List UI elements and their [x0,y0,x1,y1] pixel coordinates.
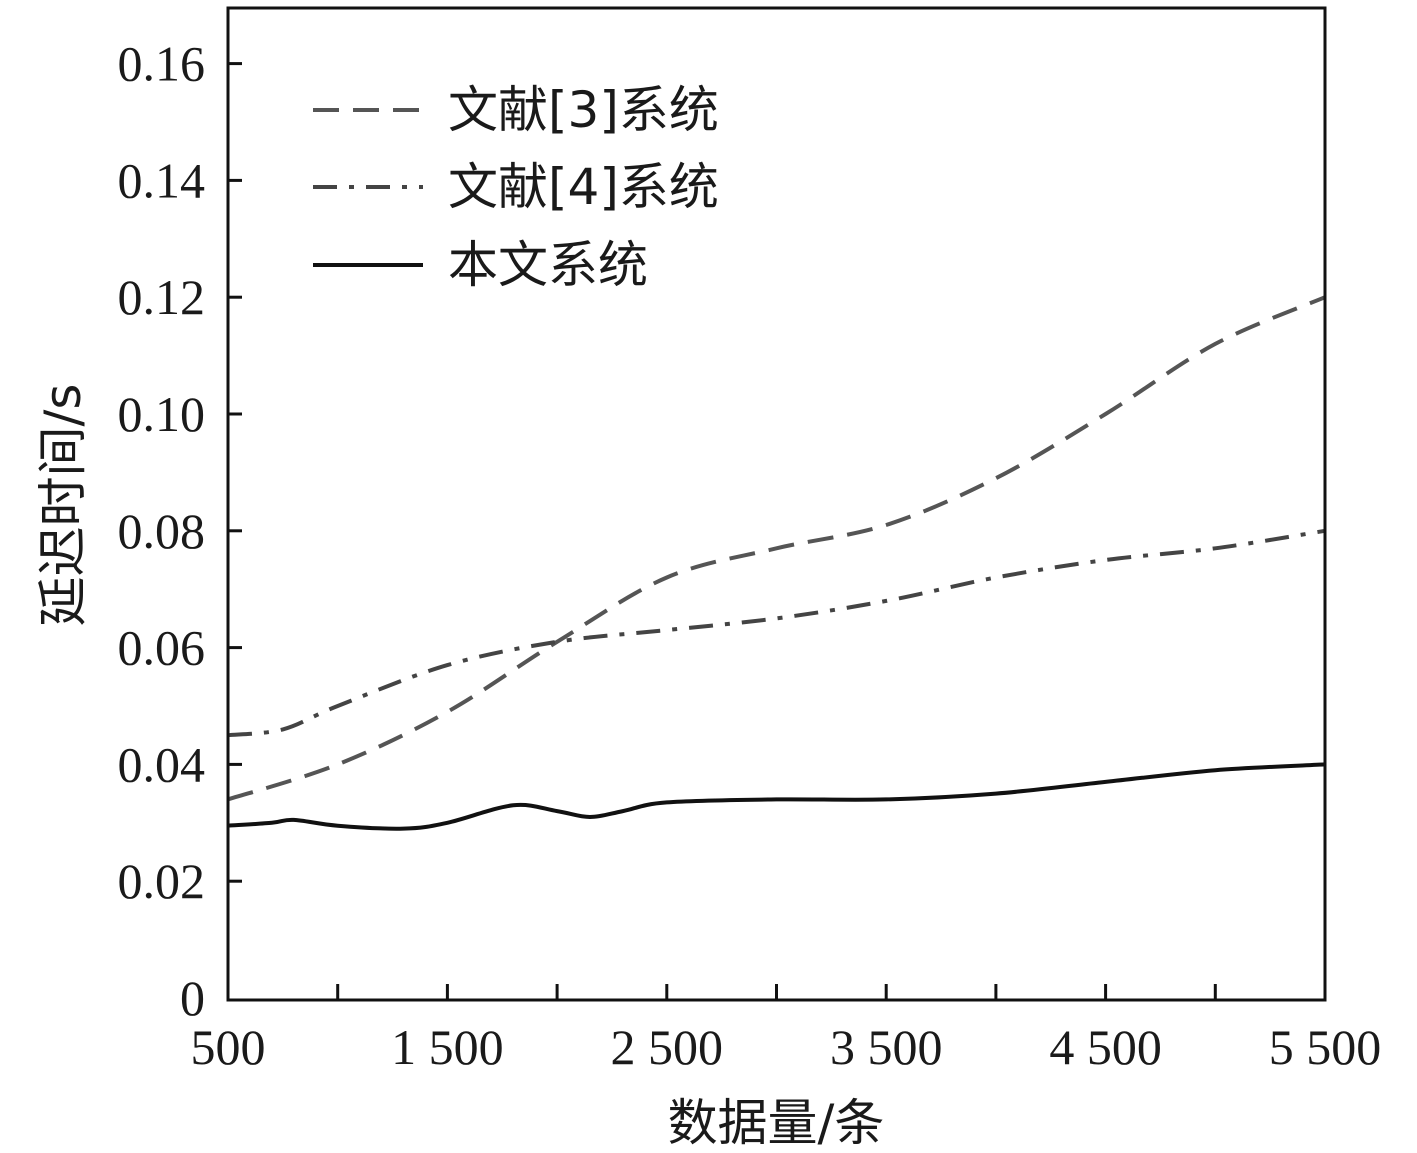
legend-label-1: 文献[4]系统 [448,158,719,216]
tick-labels: 0 0.02 0.04 0.06 0.08 0.10 0.12 0.14 0.16 500 1 50… [118,36,1382,1075]
y-tick-label-0: 0 [180,970,205,1026]
series-line-0 [227,295,1326,802]
x-tick-label-2: 2 500 [611,1019,724,1075]
x-tick-label-3: 3 500 [830,1019,943,1075]
y-tick-label-3: 0.06 [118,620,206,676]
y-tick-label-6: 0.12 [118,269,206,325]
y-tick-label-2: 0.04 [118,736,206,792]
legend-label-0: 文献[3]系统 [448,81,719,139]
legend-label-2: 本文系统 [448,236,648,294]
y-tick-label-4: 0.08 [118,503,206,559]
series-line-1 [227,528,1326,738]
x-tick-label-1: 1 500 [391,1019,504,1075]
y-tick-label-8: 0.16 [118,36,206,92]
series-line-2 [227,762,1326,831]
y-tick-label-1: 0.02 [118,853,206,909]
series-lines [227,295,1326,831]
y-tick-label-5: 0.10 [118,386,206,442]
y-axis-title: 延迟时间/s [34,384,92,627]
x-tick-label-4: 4 500 [1049,1019,1162,1075]
x-axis-title: 数据量/条 [668,1094,885,1152]
x-tick-label-5: 5 500 [1269,1019,1382,1075]
y-tick-label-7: 0.14 [118,152,206,208]
plot-frame [226,6,1327,1002]
x-tick-label-0: 500 [191,1019,266,1075]
axis-ticks [228,62,1217,1000]
